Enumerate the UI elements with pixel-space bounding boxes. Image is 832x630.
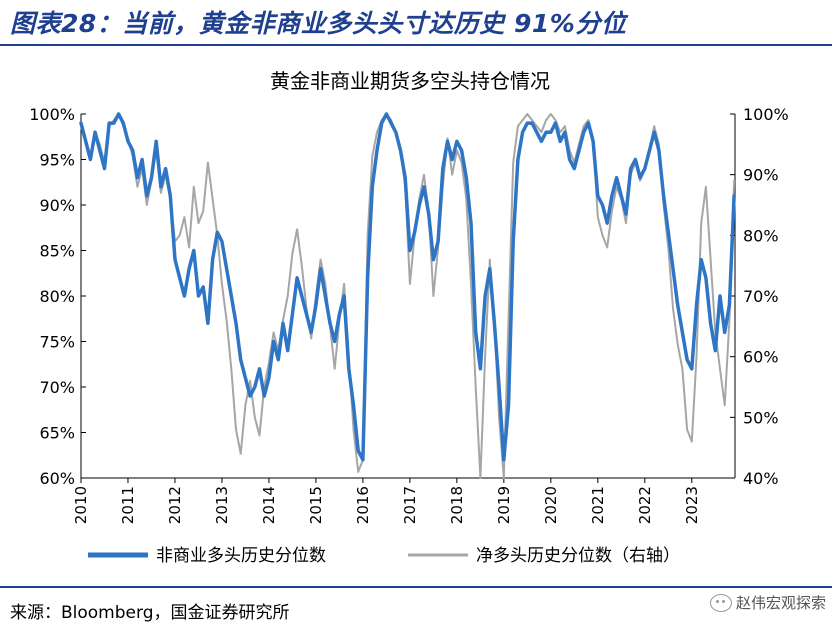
chart-title: 黄金非商业期货多空头持仓情况 xyxy=(270,69,550,93)
left-tick-label: 85% xyxy=(39,242,75,261)
x-tick-label: 2023 xyxy=(683,486,701,524)
right-tick-label: 60% xyxy=(743,348,779,367)
legend: 非商业多头历史分位数 净多头历史分位数（右轴） xyxy=(88,546,680,566)
x-tick-label: 2016 xyxy=(354,486,372,524)
right-tick-label: 50% xyxy=(743,408,779,427)
watermark: 赵伟宏观探索 xyxy=(709,592,826,613)
axis-ticks: 60% 65% 70% 75% 80% 85% 90% 95% 100% 40% 50% 60% 70%… xyxy=(29,105,789,524)
left-tick-label: 95% xyxy=(39,151,75,170)
left-tick-label: 70% xyxy=(39,378,75,397)
legend-label: 净多头历史分位数（右轴） xyxy=(476,546,680,566)
legend-label: 非商业多头历史分位数 xyxy=(156,546,326,566)
left-tick-label: 90% xyxy=(39,196,75,215)
left-tick-label: 60% xyxy=(39,469,75,488)
left-tick-label: 80% xyxy=(39,287,75,306)
x-tick-label: 2014 xyxy=(260,486,278,524)
series-lines xyxy=(79,112,736,479)
left-tick-label: 65% xyxy=(39,424,75,443)
right-tick-label: 90% xyxy=(743,166,779,185)
right-tick-label: 70% xyxy=(743,287,779,306)
right-tick-label: 80% xyxy=(743,226,779,245)
x-tick-label: 2018 xyxy=(448,486,466,524)
source-rule xyxy=(0,586,832,588)
x-tick-label: 2020 xyxy=(542,486,560,524)
right-tick-label: 100% xyxy=(743,105,789,124)
series-line-noncommercial-long xyxy=(79,112,736,462)
source-note: 来源：Bloomberg，国金证券研究所 xyxy=(10,603,290,623)
x-tick-label: 2010 xyxy=(72,486,90,524)
right-tick-label: 40% xyxy=(743,469,779,488)
watermark-text: 赵伟宏观探索 xyxy=(735,594,826,612)
left-tick-label: 100% xyxy=(29,105,75,124)
title-rule xyxy=(0,44,832,46)
left-tick-label: 75% xyxy=(39,333,75,352)
x-tick-label: 2022 xyxy=(636,486,654,524)
x-tick-label: 2013 xyxy=(213,486,231,524)
x-tick-label: 2015 xyxy=(307,486,325,524)
x-tick-label: 2019 xyxy=(495,486,513,524)
x-tick-label: 2017 xyxy=(401,486,419,524)
wechat-icon xyxy=(709,593,732,612)
x-tick-label: 2011 xyxy=(119,486,137,524)
x-tick-label: 2012 xyxy=(166,486,184,524)
x-tick-label: 2021 xyxy=(589,486,607,524)
gold-positions-chart: 黄金非商业期货多空头持仓情况 60% 65% 70% 75% 80% 85% 90% 95% 1… xyxy=(29,69,789,566)
figure-title: 图表28：当前，黄金非商业多头头寸达历史 91%分位 xyxy=(10,9,627,38)
